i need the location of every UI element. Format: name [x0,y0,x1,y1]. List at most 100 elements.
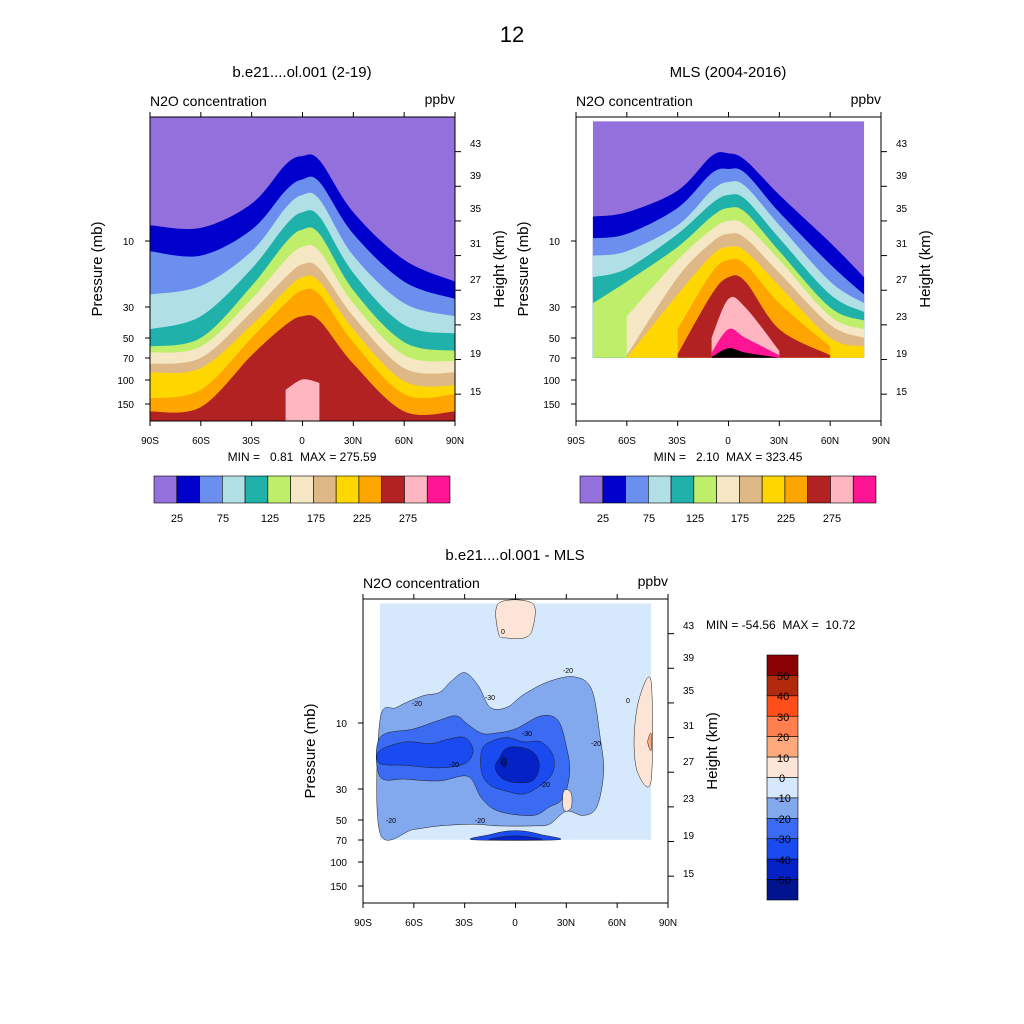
panel-diff-colorbar [766,654,799,901]
height-tick-label: 31 [683,721,695,732]
x-tick-label: 0 [299,436,305,447]
colorbar-label: -10 [775,793,791,805]
contour-region [647,732,652,751]
panel-diff-contour-labels: 0 -20 -20 -30 -20 -20 -20 -20 -20 -30 0 [386,629,630,825]
height-tick-label: 39 [470,171,482,182]
height-tick-label: 23 [470,312,482,323]
panel-model-x-tick-labels: 90S 60S 30S 0 30N 60N 90N [141,436,464,447]
colorbar-label: -20 [775,814,791,826]
height-tick-label: 39 [683,653,695,664]
panel-diff-minmax: MIN = -54.56 MAX = 10.72 [706,618,856,632]
x-tick-label: 60S [192,436,210,447]
height-tick-label: 31 [470,239,482,250]
panel-mls-colorbar [579,475,877,504]
colorbar-label: 20 [777,732,789,744]
contour-region [495,599,536,640]
pressure-tick-label: 30 [549,303,561,314]
colorbar-swatch [335,475,360,504]
pressure-tick-label: 10 [123,237,135,248]
height-tick-label: 15 [896,387,908,398]
colorbar-swatch [222,475,246,504]
height-tick-label: 19 [470,349,482,360]
panel-mls-left-label: N2O concentration [576,93,693,109]
x-tick-label: 90N [446,436,464,447]
pressure-tick-label: 10 [549,237,561,248]
height-tick-label: 39 [896,171,908,182]
height-tick-label: 27 [896,275,908,286]
panel-mls-minmax: MIN = 2.10 MAX = 323.45 [654,450,803,464]
pressure-tick-label: 70 [549,354,561,365]
x-tick-label: 90N [659,918,677,929]
colorbar-label: 40 [777,691,789,703]
colorbar-label: 10 [777,753,789,765]
pressure-tick-label: 100 [330,858,347,869]
colorbar-swatch [176,475,200,504]
pressure-tick-label: 30 [336,785,348,796]
pressure-tick-label: 50 [549,334,561,345]
colorbar-label: 50 [777,671,789,683]
figure-title: 12 [500,22,524,47]
pressure-tick-label: 100 [543,376,560,387]
colorbar-label: 275 [823,513,841,525]
colorbar-swatch [807,475,831,504]
height-tick-label: 43 [470,139,482,150]
panel-diff-height-labels: 43 39 35 31 27 23 19 15 [683,621,695,880]
colorbar-label: 275 [399,513,417,525]
panel-diff-x-tick-labels: 90S 60S 30S 0 30N 60N 90N [354,918,677,929]
panel-model-ylabel-right: Height (km) [491,230,508,308]
colorbar-swatch [313,475,337,504]
contour-region [494,746,540,784]
colorbar-swatch [426,475,451,504]
colorbar-label: 75 [643,513,655,525]
colorbar-label: 25 [597,513,609,525]
contour-band [711,348,780,358]
x-tick-label: 30N [770,436,788,447]
panel-model-minmax: MIN = 0.81 MAX = 275.59 [228,450,377,464]
colorbar-swatch [670,475,695,504]
panel-mls-height-labels: 43 39 35 31 27 23 19 15 [896,139,908,398]
panel-mls-plot [576,117,881,421]
colorbar-swatch [761,475,786,504]
colorbar-swatch [290,475,314,504]
contour-line-label: -20 [412,701,422,708]
colorbar-label: -30 [775,834,791,846]
panel-diff-left-label: N2O concentration [363,575,480,591]
colorbar-swatch [381,475,405,504]
height-tick-label: 19 [896,349,908,360]
panel-mls-x-tick-labels: 90S 60S 30S 0 30N 60N 90N [567,436,890,447]
panel-mls: MLS (2004-2016) N2O concentration ppbv 9… [515,64,934,525]
colorbar-swatch [766,879,799,901]
x-tick-label: 60S [405,918,423,929]
colorbar-swatch [648,475,672,504]
x-tick-label: 90S [354,918,372,929]
height-tick-label: 19 [683,831,695,842]
contour-region [633,676,653,788]
height-tick-label: 23 [896,312,908,323]
pressure-tick-label: 70 [123,354,135,365]
panel-diff-contour-fills [375,599,653,841]
height-tick-label: 15 [683,869,695,880]
panel-diff: b.e21....ol.001 - MLS N2O concentration … [302,547,856,929]
colorbar-swatch [693,475,717,504]
colorbar-label: 225 [353,513,371,525]
panel-model-pressure-labels: 10 30 50 70 100 150 [117,237,134,411]
panel-diff-title: b.e21....ol.001 - MLS [445,547,584,564]
contour-line-label: 0 [626,698,630,705]
panel-mls-pressure-labels: 10 30 50 70 100 150 [543,237,560,411]
panel-model-ylabel: Pressure (mb) [89,221,106,316]
panel-model: b.e21....ol.001 (2-19) N2O concentration… [89,64,508,525]
x-tick-label: 0 [512,918,518,929]
pressure-tick-label: 50 [336,816,348,827]
x-tick-label: 30N [557,918,575,929]
panel-mls-units-label: ppbv [851,91,881,107]
contour-line-label: -20 [540,782,550,789]
x-tick-label: 0 [725,436,731,447]
height-tick-label: 27 [470,275,482,286]
contour-line-label: 0 [501,629,505,636]
height-tick-label: 27 [683,757,695,768]
height-tick-label: 15 [470,387,482,398]
pressure-tick-label: 10 [336,719,348,730]
contour-line-label: -20 [449,762,459,769]
x-tick-label: 90N [872,436,890,447]
